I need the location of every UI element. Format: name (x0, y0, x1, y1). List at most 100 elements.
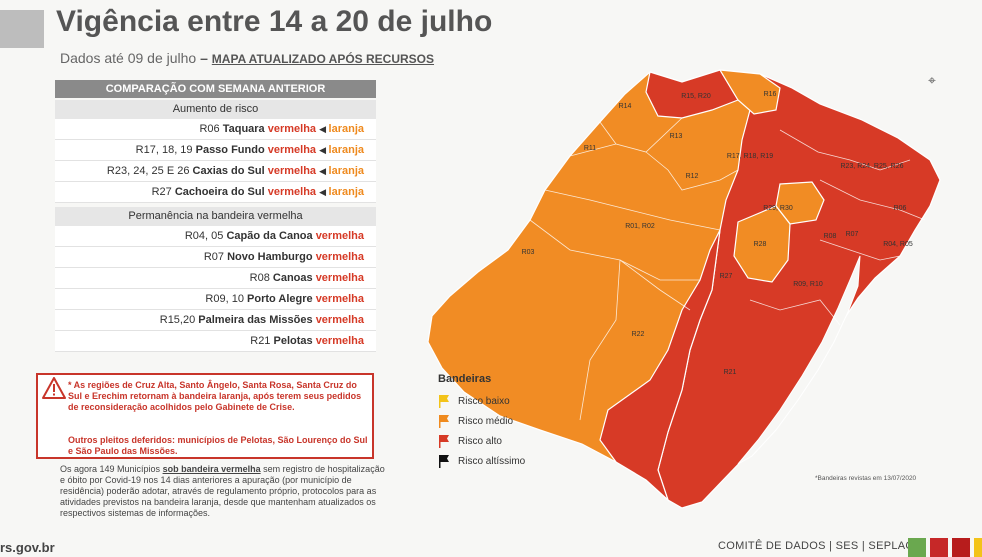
row-to-flag: laranja (328, 186, 364, 198)
footer-color-square (908, 538, 926, 557)
page-subtitle: Dados até 09 de julho – MAPA ATUALIZADO … (60, 50, 434, 66)
row-from-flag: vermelha (267, 123, 320, 135)
legend-label: Risco alto (458, 435, 502, 447)
row-from-flag: vermelha (267, 144, 320, 156)
row-city: Taquara (222, 123, 268, 135)
permanence-row: R04, 05 Capão da Canoa vermelha (55, 226, 376, 247)
map-region-label: R29, R30 (763, 205, 793, 212)
row-city: Capão da Canoa (226, 230, 316, 242)
map-region-label: R04, R05 (883, 241, 913, 248)
permanence-rows: R04, 05 Capão da Canoa vermelha R07 Novo … (55, 226, 376, 352)
row-city: Cachoeira do Sul (174, 186, 268, 198)
comparison-table-title: COMPARAÇÃO COM SEMANA ANTERIOR (55, 80, 376, 98)
comparison-table: COMPARAÇÃO COM SEMANA ANTERIOR Aumento d… (55, 80, 376, 352)
permanence-row: R21 Pelotas vermelha (55, 331, 376, 352)
map-region-label: R06 (894, 205, 907, 212)
footer-color-square (952, 538, 970, 557)
arrow-left-icon: ◀ (319, 187, 329, 197)
map-region-label: R08 (824, 233, 837, 240)
map-region-label: R16 (764, 91, 777, 98)
map-red-north (645, 69, 739, 119)
row-flag: vermelha (315, 251, 364, 263)
row-code: R06 (199, 123, 223, 135)
flag-red-icon (439, 435, 449, 448)
legend-item: Risco baixo (438, 391, 525, 411)
municipalities-footnote: Os agora 149 Municípios sob bandeira ver… (60, 464, 390, 519)
legend-label: Risco altíssimo (458, 455, 526, 467)
arrow-left-icon: ◀ (319, 166, 329, 176)
map-region-label: R07 (846, 231, 859, 238)
header-gray-tab (0, 10, 44, 48)
row-flag: vermelha (315, 293, 364, 305)
map-region-label: R09, R10 (793, 281, 823, 288)
flag-yellow-icon (439, 395, 449, 408)
increase-row: R17, 18, 19 Passo Fundo vermelha ◀ laran… (55, 140, 376, 161)
map-revised-note: *Bandeiras revistas em 13/07/2020 (815, 475, 917, 482)
increase-row: R06 Taquara vermelha ◀ laranja (55, 119, 376, 140)
row-code: R17, 18, 19 (135, 144, 196, 156)
map-orange-r16 (718, 69, 781, 115)
footnote-part1: Os agora 149 Municípios (60, 464, 161, 474)
row-flag: vermelha (315, 335, 364, 347)
row-city: Caxias do Sul (192, 165, 268, 177)
row-code: R09, 10 (205, 293, 248, 305)
legend-title: Bandeiras (438, 373, 492, 385)
row-code: R23, 24, 25 E 26 (106, 165, 193, 177)
row-to-flag: laranja (328, 144, 364, 156)
subtitle-dash: – (200, 50, 208, 66)
map-region-label: R15, R20 (681, 93, 711, 100)
map-region-label: R27 (720, 273, 733, 280)
footer-color-square (930, 538, 948, 557)
map-region-label: R22 (632, 331, 645, 338)
map-region-label: R28 (754, 241, 767, 248)
map-lagoon (737, 255, 861, 465)
regions-note-text: * As regiões de Cruz Alta, Santo Ângelo,… (68, 380, 362, 412)
increase-section-title: Aumento de risco (55, 100, 376, 119)
legend-item: Risco médio (438, 411, 525, 431)
arrow-left-icon: ◀ (319, 145, 329, 155)
footer-color-square (974, 538, 982, 557)
row-code: R27 (151, 186, 175, 198)
other-requests-note-text: Outros pleitos deferidos: municípios de … (68, 435, 368, 456)
legend: Bandeiras Risco baixo Risco médio Risco al… (438, 373, 525, 471)
map-region-label: R13 (670, 133, 683, 140)
permanence-row: R07 Novo Hamburgo vermelha (55, 247, 376, 268)
permanence-row: R08 Canoas vermelha (55, 268, 376, 289)
subtitle-prefix: Dados até 09 de julho (60, 50, 197, 66)
map-region-label: R23, R24, R25, R26 (840, 163, 903, 170)
warning-icon (42, 377, 66, 399)
map-region-label: R17, R18, R19 (727, 153, 773, 160)
row-city: Passo Fundo (195, 144, 268, 156)
map-region-label: R01, R02 (625, 223, 655, 230)
map-region-label: R11 (584, 145, 596, 152)
row-to-flag: laranja (328, 165, 364, 177)
subtitle-highlight: MAPA ATUALIZADO APÓS RECURSOS (211, 52, 435, 66)
row-city: Novo Hamburgo (227, 251, 316, 263)
row-from-flag: vermelha (267, 165, 320, 177)
permanence-row: R15,20 Palmeira das Missões vermelha (55, 310, 376, 331)
legend-item: Risco altíssimo (438, 451, 525, 471)
row-flag: vermelha (315, 272, 364, 284)
increase-row: R23, 24, 25 E 26 Caxias do Sul vermelha … (55, 161, 376, 182)
map-region-borders (529, 117, 926, 421)
footnote-part2: sem registro de hospitalização e óbito p… (60, 464, 385, 518)
row-city: Canoas (272, 272, 316, 284)
rs-regions-map: R14 R15, R20 R16 R13 R11 R12 R17, R18, R19 R23,… (427, 69, 941, 509)
row-flag: vermelha (315, 314, 364, 326)
increase-rows: R06 Taquara vermelha ◀ laranja R17, 18, 1… (55, 119, 376, 203)
map-region-label: R14 (619, 103, 632, 110)
row-code: R07 (203, 251, 228, 263)
row-code: R15,20 (159, 314, 199, 326)
row-code: R04, 05 (184, 230, 227, 242)
map-region-label: R12 (686, 173, 699, 180)
row-flag: vermelha (315, 230, 364, 242)
map-region-label: R03 (522, 249, 535, 256)
page-title: Vigência entre 14 a 20 de julho (56, 5, 493, 38)
arrow-left-icon: ◀ (319, 124, 329, 134)
map-orange-r28 (733, 205, 791, 283)
row-code: R21 (250, 335, 274, 347)
permanence-row: R09, 10 Porto Alegre vermelha (55, 289, 376, 310)
map-red-west-south (599, 229, 721, 502)
crosshair-cursor-icon: ⌖ (928, 72, 936, 88)
legend-label: Risco médio (458, 415, 514, 427)
